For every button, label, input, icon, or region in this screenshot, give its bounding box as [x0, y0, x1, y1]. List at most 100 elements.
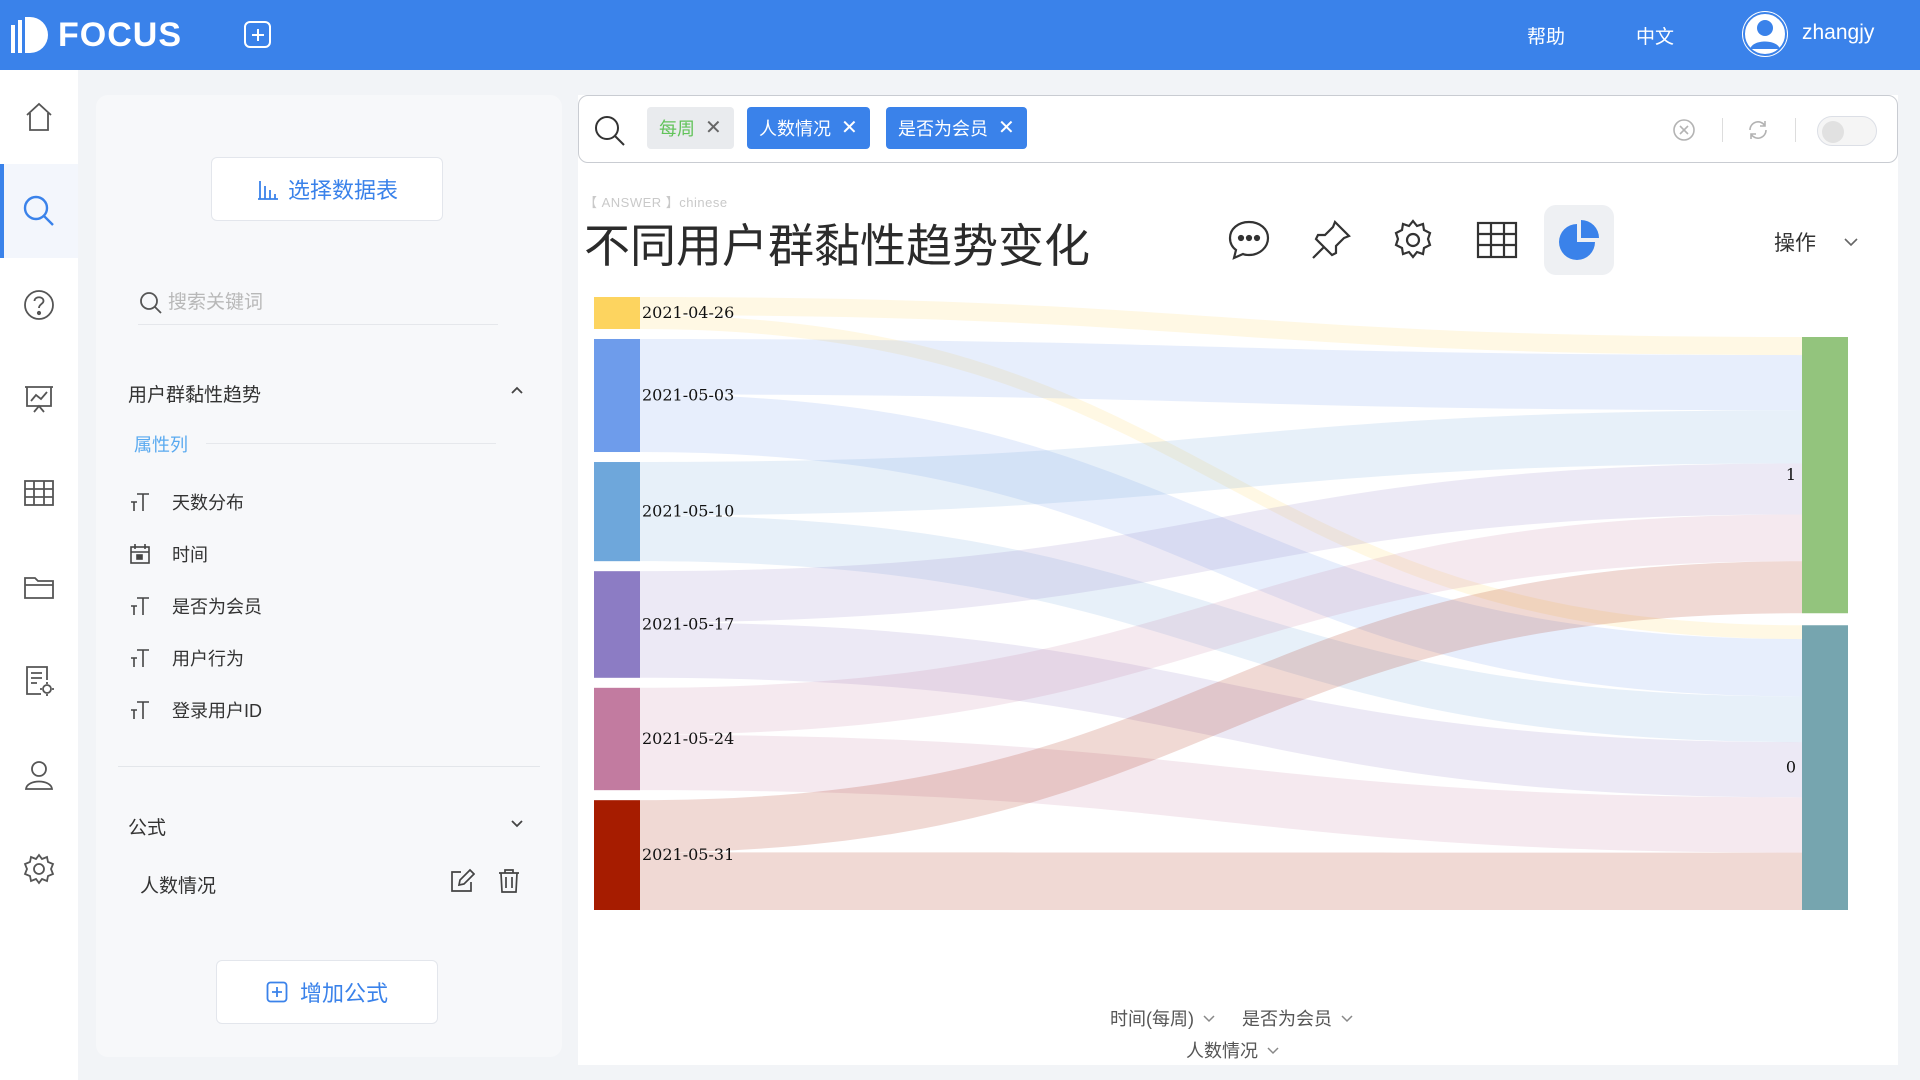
field-item[interactable]: 用户行为: [128, 643, 244, 673]
comment-button[interactable]: [1214, 205, 1284, 275]
avatar[interactable]: [1742, 11, 1788, 57]
sankey-target-node[interactable]: [1802, 337, 1848, 614]
formula-item[interactable]: 人数情况: [140, 876, 217, 897]
sankey-link[interactable]: [640, 410, 1802, 516]
calendar-icon: [128, 542, 152, 566]
field-label: 天数分布: [172, 493, 244, 513]
formula-delete-button[interactable]: [496, 868, 522, 899]
close-icon[interactable]: ✕: [841, 117, 858, 139]
keyword-search: [138, 281, 498, 325]
formula-edit-button[interactable]: [449, 868, 476, 899]
sankey-link[interactable]: [640, 515, 1802, 743]
add-formula-button[interactable]: 增加公式: [216, 960, 438, 1024]
search-icon: [593, 114, 627, 153]
bar-chart-icon: [257, 181, 278, 200]
keyword-search-input[interactable]: [168, 291, 468, 314]
answer-tag: 【 ANSWER 】chinese: [584, 195, 728, 210]
search-token[interactable]: 每周 ✕: [647, 107, 734, 149]
axis-field-pill[interactable]: 是否为会员: [1242, 1005, 1354, 1031]
nav-table[interactable]: [0, 446, 78, 540]
field-item[interactable]: 天数分布: [128, 487, 244, 517]
attribute-divider: [206, 443, 496, 444]
new-tab-button[interactable]: [244, 21, 271, 48]
field-item[interactable]: 是否为会员: [128, 591, 262, 621]
sankey-link[interactable]: [640, 622, 1802, 798]
dataset-collapse-toggle[interactable]: [509, 382, 525, 403]
sankey-link[interactable]: [640, 514, 1802, 735]
operations-menu[interactable]: 操作: [1774, 227, 1860, 257]
chevron-up-icon: [511, 386, 523, 394]
sankey-link[interactable]: [640, 852, 1802, 910]
axis-field-pill[interactable]: 时间(每周): [1110, 1005, 1216, 1031]
sankey-source-label: 2021-05-03: [642, 386, 734, 405]
presentation-icon: [25, 386, 53, 413]
table-icon: [1476, 221, 1518, 259]
sankey-source-node[interactable]: [594, 687, 640, 791]
text-type-icon: [128, 698, 152, 722]
axis-field-pill[interactable]: 人数情况: [1186, 1037, 1280, 1063]
nav-settings[interactable]: [0, 822, 78, 916]
search-token[interactable]: 是否为会员 ✕: [886, 107, 1027, 149]
nav-home[interactable]: [0, 70, 78, 164]
nav-user[interactable]: [0, 728, 78, 822]
sankey-source-node[interactable]: [594, 800, 640, 910]
search-bar[interactable]: 每周 ✕ 人数情况 ✕ 是否为会员 ✕: [578, 95, 1898, 163]
select-table-label: 选择数据表: [287, 178, 398, 203]
clear-search-button[interactable]: [1672, 118, 1696, 147]
top-bar: FOCUS 帮助 中文 zhangjy: [0, 0, 1920, 70]
sankey-link[interactable]: [640, 297, 1802, 356]
sankey-source-node[interactable]: [594, 462, 640, 562]
sankey-link[interactable]: [640, 338, 1802, 411]
chart-settings-button[interactable]: [1378, 205, 1448, 275]
folder-icon: [24, 577, 54, 599]
trash-icon: [499, 869, 519, 893]
table-view-button[interactable]: [1462, 205, 1532, 275]
nav-folder[interactable]: [0, 540, 78, 634]
search-mode-toggle[interactable]: [1817, 116, 1877, 146]
clear-circle-icon: [1673, 119, 1695, 141]
username[interactable]: zhangjy: [1802, 21, 1875, 44]
nav-document-settings[interactable]: [0, 634, 78, 728]
pin-button[interactable]: [1296, 205, 1366, 275]
field-label: 时间: [172, 545, 208, 565]
close-icon[interactable]: ✕: [998, 117, 1015, 139]
sankey-link[interactable]: [640, 315, 1802, 640]
sankey-source-node[interactable]: [594, 571, 640, 678]
sankey-target-node[interactable]: [1802, 625, 1848, 910]
table-icon: [24, 480, 54, 506]
refresh-button[interactable]: [1746, 118, 1770, 147]
axis-field-label: 人数情况: [1186, 1041, 1258, 1061]
search-token[interactable]: 人数情况 ✕: [747, 107, 870, 149]
sankey-link[interactable]: [640, 463, 1802, 623]
sankey-chart: 2021-04-26 2021-05-03 2021-05-10 2021-05-17…: [594, 297, 1848, 910]
attribute-columns-label: 属性列: [134, 435, 188, 455]
chart-view-button[interactable]: [1544, 205, 1614, 275]
field-item[interactable]: 登录用户ID: [128, 695, 262, 725]
sankey-source-node[interactable]: [594, 338, 640, 453]
axis-field-label: 时间(每周): [1110, 1009, 1194, 1029]
dataset-title[interactable]: 用户群黏性趋势: [128, 385, 262, 406]
left-nav: [0, 70, 78, 1080]
text-type-icon: [128, 490, 152, 514]
focus-logo[interactable]: FOCUS: [10, 14, 182, 56]
sankey-source-node[interactable]: [594, 297, 640, 329]
select-table-button[interactable]: 选择数据表: [211, 157, 443, 221]
sankey-source-label: 2021-05-17: [642, 614, 734, 633]
chevron-down-icon: [1341, 1015, 1353, 1023]
sankey-link[interactable]: [640, 734, 1802, 853]
sankey-source-label: 2021-05-24: [642, 729, 734, 748]
help-link[interactable]: 帮助: [1527, 27, 1566, 48]
sankey-link[interactable]: [640, 394, 1802, 697]
nav-presentation[interactable]: [0, 352, 78, 446]
plus-icon: [251, 28, 264, 41]
formula-section-title[interactable]: 公式: [128, 818, 167, 839]
nav-help[interactable]: [0, 258, 78, 352]
token-label: 是否为会员: [898, 119, 988, 139]
sankey-link[interactable]: [640, 561, 1802, 853]
document-settings-icon: [26, 666, 54, 696]
language-switch[interactable]: 中文: [1636, 27, 1675, 48]
field-item[interactable]: 时间: [128, 539, 208, 569]
nav-search[interactable]: [0, 164, 78, 258]
close-icon[interactable]: ✕: [705, 117, 722, 139]
formula-collapse-toggle[interactable]: [509, 815, 525, 836]
